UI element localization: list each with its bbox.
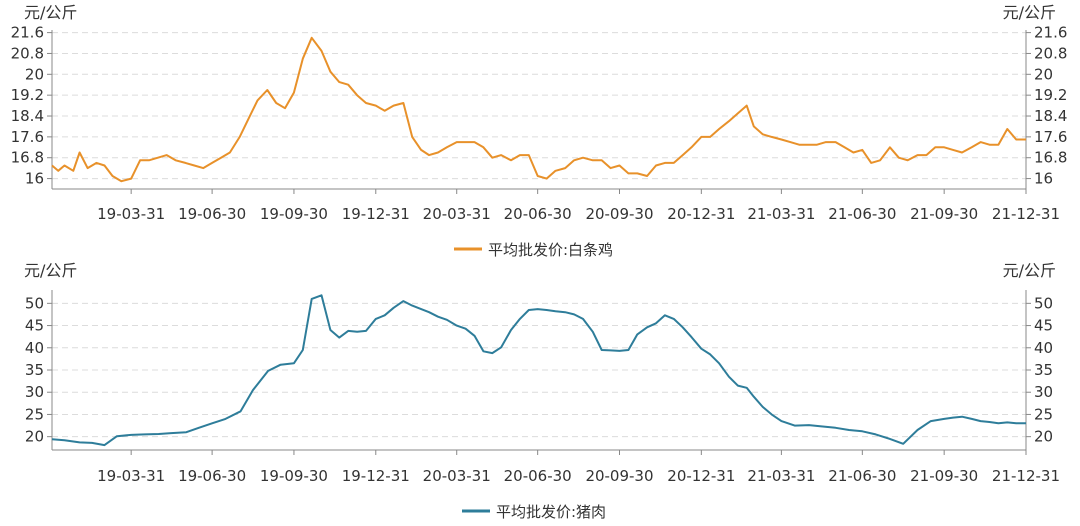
x-tick-label: 19-03-31 bbox=[97, 205, 165, 223]
x-tick-label: 21-09-30 bbox=[910, 467, 978, 485]
y-tick-label-left: 16 bbox=[25, 170, 44, 188]
x-tick-label: 20-09-30 bbox=[585, 205, 653, 223]
x-tick-label: 21-06-30 bbox=[828, 205, 896, 223]
x-tick-label: 19-06-30 bbox=[178, 467, 246, 485]
y-tick-label-right: 25 bbox=[1034, 405, 1053, 423]
y-tick-label-left: 20.8 bbox=[11, 44, 44, 62]
y-tick-label-right: 20.8 bbox=[1034, 44, 1067, 62]
chart1-right-y-axis: 16 16.8 17.6 18.4 19.2 20 20.8 21.6 bbox=[1026, 24, 1067, 188]
x-tick-label: 20-12-31 bbox=[667, 205, 735, 223]
y-tick-label-right: 17.6 bbox=[1034, 128, 1067, 146]
x-tick-label: 19-12-31 bbox=[342, 205, 410, 223]
chart2-right-y-axis: 20 25 30 35 40 45 50 bbox=[1026, 294, 1053, 446]
y-tick-label-left: 20 bbox=[25, 65, 44, 83]
y-tick-label-right: 18.4 bbox=[1034, 107, 1067, 125]
y-tick-label-right: 16 bbox=[1034, 170, 1053, 188]
chart1-legend-label: 平均批发价:白条鸡 bbox=[488, 241, 613, 259]
y-tick-label-left: 17.6 bbox=[11, 128, 44, 146]
x-tick-label: 21-12-31 bbox=[992, 205, 1060, 223]
chart1-gridlines bbox=[52, 32, 1026, 180]
x-tick-label: 20-06-30 bbox=[504, 467, 572, 485]
y-tick-label-right: 50 bbox=[1034, 294, 1053, 312]
y-tick-label-right: 45 bbox=[1034, 317, 1053, 335]
x-tick-label: 21-09-30 bbox=[910, 205, 978, 223]
y-tick-label-left: 35 bbox=[25, 361, 44, 379]
x-tick-label: 20-12-31 bbox=[667, 467, 735, 485]
chart2-x-axis: 19-03-31 19-06-30 19-09-30 19-12-31 20-03-31… bbox=[97, 450, 1060, 485]
chart1-right-unit-label: 元/公斤 bbox=[1003, 3, 1056, 22]
chart1-left-y-axis: 16 16.8 17.6 18.4 19.2 20 20.8 21.6 bbox=[11, 24, 52, 188]
x-tick-label: 20-06-30 bbox=[504, 205, 572, 223]
x-tick-label: 19-06-30 bbox=[178, 205, 246, 223]
y-tick-label-right: 16.8 bbox=[1034, 149, 1067, 167]
y-tick-label-left: 21.6 bbox=[11, 24, 44, 42]
x-tick-label: 20-03-31 bbox=[423, 205, 491, 223]
x-tick-label: 21-03-31 bbox=[747, 205, 815, 223]
y-tick-label-right: 20 bbox=[1034, 65, 1053, 83]
chart-chicken-price: 元/公斤 元/公斤 16 16.8 17.6 18.4 19.2 20 20.8 21.6 1… bbox=[11, 3, 1068, 259]
y-tick-label-right: 40 bbox=[1034, 339, 1053, 357]
x-tick-label: 20-09-30 bbox=[585, 467, 653, 485]
y-tick-label-right: 19.2 bbox=[1034, 86, 1067, 104]
x-tick-label: 21-06-30 bbox=[828, 467, 896, 485]
y-tick-label-right: 30 bbox=[1034, 383, 1053, 401]
x-tick-label: 19-09-30 bbox=[260, 205, 328, 223]
y-tick-label-left: 16.8 bbox=[11, 149, 44, 167]
x-tick-label: 20-03-31 bbox=[423, 467, 491, 485]
series-line[interactable] bbox=[51, 36, 1026, 183]
x-tick-label: 19-03-31 bbox=[97, 467, 165, 485]
y-tick-label-left: 30 bbox=[25, 383, 44, 401]
x-tick-label: 21-03-31 bbox=[747, 467, 815, 485]
x-tick-label: 19-09-30 bbox=[260, 467, 328, 485]
chart2-left-y-axis: 20 25 30 35 40 45 50 bbox=[25, 294, 52, 446]
series-line[interactable] bbox=[51, 294, 1026, 447]
y-tick-label-left: 45 bbox=[25, 317, 44, 335]
y-tick-label-left: 19.2 bbox=[11, 86, 44, 104]
chart1-x-axis: 19-03-31 19-06-30 19-09-30 19-12-31 20-03-31… bbox=[97, 189, 1060, 223]
y-tick-label-left: 50 bbox=[25, 294, 44, 312]
chart2-left-unit-label: 元/公斤 bbox=[24, 261, 77, 280]
chart1-series-area bbox=[51, 36, 1026, 183]
x-tick-label: 21-12-31 bbox=[992, 467, 1060, 485]
y-tick-label-left: 20 bbox=[25, 428, 44, 446]
chart2-legend[interactable]: 平均批发价:猪肉 bbox=[462, 503, 606, 521]
y-tick-label-right: 20 bbox=[1034, 428, 1053, 446]
chart2-right-unit-label: 元/公斤 bbox=[1003, 261, 1056, 280]
y-tick-label-left: 25 bbox=[25, 405, 44, 423]
x-tick-label: 19-12-31 bbox=[342, 467, 410, 485]
y-tick-label-right: 21.6 bbox=[1034, 24, 1067, 42]
chart2-legend-label: 平均批发价:猪肉 bbox=[496, 503, 606, 521]
chart2-series-area bbox=[51, 294, 1026, 447]
y-tick-label-left: 18.4 bbox=[11, 107, 44, 125]
chart1-left-unit-label: 元/公斤 bbox=[24, 3, 77, 22]
y-tick-label-left: 40 bbox=[25, 339, 44, 357]
chart2-gridlines bbox=[52, 302, 1026, 438]
y-tick-label-right: 35 bbox=[1034, 361, 1053, 379]
chart1-legend[interactable]: 平均批发价:白条鸡 bbox=[454, 241, 613, 259]
